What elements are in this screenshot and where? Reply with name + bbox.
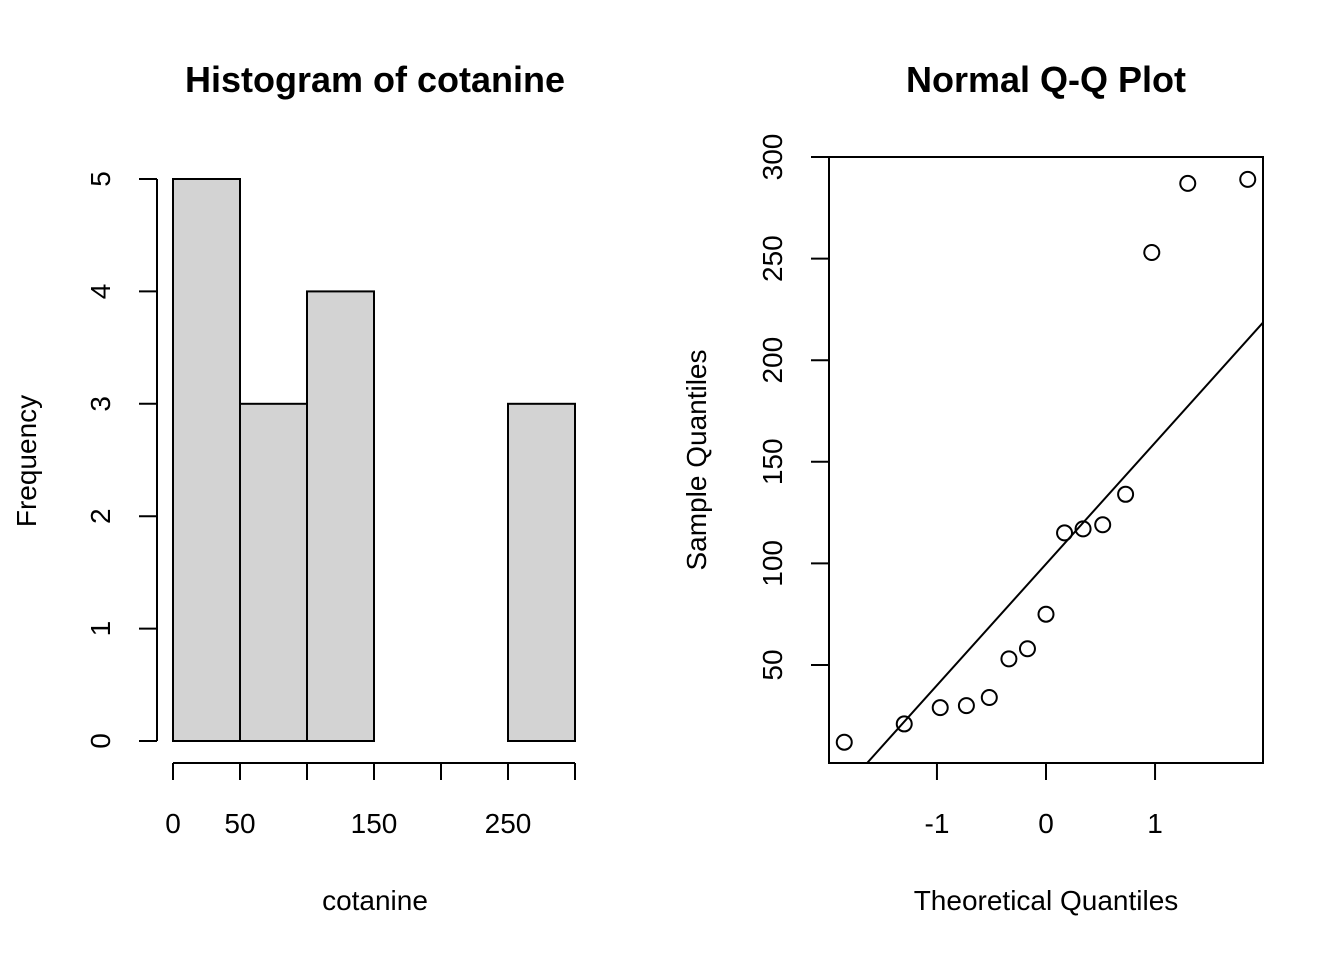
qq-point-8 [1056,524,1074,542]
qq-point-2 [931,699,949,717]
qq-y-axis: 50 100 150 200 250 300 [757,134,829,681]
qq-point-9 [1074,520,1092,538]
qq-y-tick-label: 250 [757,235,788,282]
histogram-y-tick-label: 4 [85,284,116,300]
qq-point-13 [1179,174,1197,192]
histogram-y-axis: 0 1 2 3 4 5 [85,171,158,749]
qq-y-tick-label: 200 [757,337,788,384]
qq-plot-box [828,156,1264,764]
histogram-y-tick-label: 5 [85,171,116,187]
qq-plot-title: Normal Q-Q Plot [906,59,1186,100]
qq-point-10 [1094,516,1112,534]
histogram-y-tick-label: 1 [85,621,116,637]
histogram-x-axis-label: cotanine [322,885,428,916]
histogram-y-tick-label: 2 [85,508,116,524]
qq-reference-line-group [866,321,1264,764]
histogram-bar-2 [306,290,375,742]
qq-point-11 [1117,485,1135,503]
qq-x-tick-label: -1 [925,808,950,839]
histogram-y-tick-label: 3 [85,396,116,412]
qq-plot-panel: Normal Q-Q Plot Theoretical Quantiles Sa… [681,59,1264,916]
qq-x-tick-label: 1 [1147,808,1163,839]
qq-point-0 [835,733,853,751]
histogram-bar-5 [507,402,576,742]
qq-point-7 [1037,605,1055,623]
qq-point-12 [1143,244,1161,262]
qq-point-6 [1018,640,1036,658]
qq-x-axis: -1 0 1 [925,763,1163,839]
histogram-panel: Histogram of cotanine cotanine Frequency… [11,59,576,916]
histogram-bar-1 [239,402,308,742]
qq-x-tick-label: 0 [1038,808,1054,839]
histogram-y-tick-label: 0 [85,733,116,749]
histogram-x-tick-label: 50 [224,808,255,839]
histogram-bars [172,178,576,742]
qq-y-tick-label: 300 [757,134,788,181]
qq-point-5 [1000,650,1018,668]
qq-points [835,170,1257,751]
histogram-x-tick-label: 0 [165,808,181,839]
histogram-title: Histogram of cotanine [185,59,565,100]
qq-y-tick-label: 50 [757,649,788,680]
histogram-x-tick-label: 250 [485,808,532,839]
qq-reference-line [866,321,1264,764]
qq-point-14 [1239,170,1257,188]
histogram-y-axis-label: Frequency [11,395,42,527]
qq-x-axis-label: Theoretical Quantiles [914,885,1179,916]
histogram-x-tick-label: 150 [351,808,398,839]
histogram-bar-0 [172,178,241,742]
qq-y-tick-label: 150 [757,438,788,485]
histogram-x-axis: 0 50 150 250 [165,762,576,839]
qq-y-tick-label: 100 [757,540,788,587]
qq-point-4 [980,689,998,707]
qq-point-1 [895,715,913,733]
qq-y-axis-label: Sample Quantiles [681,349,712,570]
qq-point-3 [957,697,975,715]
